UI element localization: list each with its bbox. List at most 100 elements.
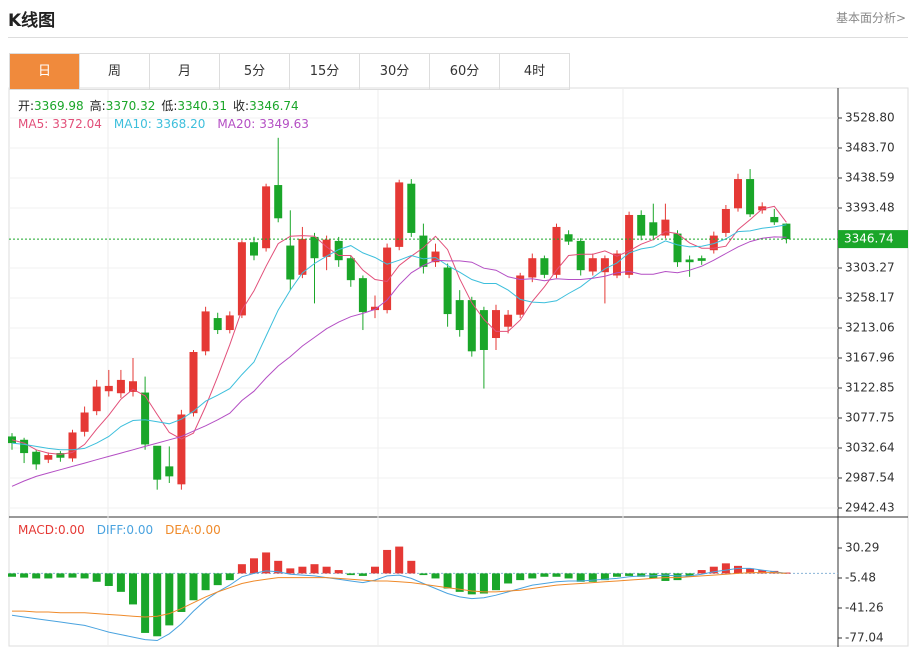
y-tick-label: 30.29 (845, 541, 879, 555)
macd-bar (358, 573, 367, 576)
candle-body (237, 242, 246, 316)
macd-bar (104, 573, 113, 586)
macd-bar (637, 573, 646, 577)
candle-body (552, 226, 561, 275)
candle-body (250, 242, 258, 256)
candle-body (32, 451, 41, 465)
candle-body (286, 245, 295, 280)
macd-bar (673, 573, 682, 581)
y-tick-label: 3213.06 (845, 321, 895, 335)
macd-bar (225, 573, 234, 581)
candle-body (141, 392, 150, 445)
candle-body (419, 235, 428, 267)
y-tick-label: 3303.27 (845, 261, 895, 275)
macd-bar (467, 573, 476, 595)
macd-bar (165, 573, 174, 626)
candle-body (467, 300, 476, 352)
macd-bar (346, 573, 355, 576)
macd-bar (201, 573, 210, 591)
legend-name: MA20: (217, 117, 255, 131)
candle-body (588, 258, 597, 272)
tab[interactable]: 15分 (290, 54, 360, 89)
macd-bar (746, 568, 755, 574)
candle-body (80, 412, 89, 432)
ohlc-value: 3369.98 (34, 99, 84, 113)
candle-body (479, 310, 488, 350)
legend-name: MA5: (18, 117, 48, 131)
y-tick-label: 2987.54 (845, 470, 895, 484)
macd-bar (758, 570, 767, 574)
macd-bar (721, 563, 730, 574)
macd-bar (383, 549, 392, 574)
macd-bar (20, 573, 29, 578)
tab[interactable]: 30分 (360, 54, 430, 89)
macd-bar (371, 566, 379, 574)
candle-body (407, 183, 416, 233)
candle-body (734, 179, 742, 209)
candle-body (721, 208, 730, 233)
fundamental-link[interactable]: 基本面分析> (835, 11, 906, 25)
divider (8, 37, 908, 38)
candle-body (661, 219, 670, 236)
ohlc-header: 开:3369.98 高:3370.32 低:3340.31 收:3346.74 (18, 98, 299, 113)
macd-bar (32, 573, 41, 579)
y-tick-label: 3032.64 (845, 440, 895, 454)
macd-bar (129, 573, 137, 605)
candle-body (443, 267, 452, 315)
last-price-box (838, 230, 908, 249)
macd-bar (334, 570, 343, 574)
y-tick-label: -77.04 (845, 630, 884, 644)
macd-bar (516, 573, 525, 581)
candle-body (528, 258, 537, 278)
macd-bar (286, 568, 295, 574)
ohlc-value: 3340.31 (177, 99, 227, 113)
macd-bar (153, 573, 162, 637)
y-tick-label: 3077.75 (845, 410, 895, 424)
macd-bar (8, 573, 16, 577)
candle-body (346, 258, 355, 281)
macd-bar (322, 566, 331, 574)
ohlc-value: 3370.32 (106, 99, 156, 113)
macd-bar (419, 573, 428, 576)
candle-body (770, 216, 779, 223)
macd-bar (479, 573, 488, 594)
legend-name: DIFF:0.00 (97, 523, 153, 537)
page-title: K线图 (8, 11, 56, 31)
candle-body (516, 275, 525, 315)
candle-body (68, 432, 77, 459)
candle-body (20, 439, 29, 454)
tab[interactable]: 5分 (220, 54, 290, 89)
candle-body (165, 466, 174, 477)
macd-bar (44, 573, 53, 579)
macd-bar (92, 573, 101, 582)
y-tick-label: 2942.43 (845, 500, 895, 514)
y-tick-label: 3167.96 (845, 350, 895, 364)
candle-body (673, 233, 682, 263)
candle-body (8, 436, 16, 444)
candle-body (104, 385, 113, 392)
tab[interactable]: 日 (10, 54, 80, 89)
macd-bar (613, 573, 621, 577)
y-tick-label: -41.26 (845, 600, 884, 614)
ma-legend: MA5: 3372.04 MA10: 3368.20 MA20: 3349.63 (18, 117, 309, 131)
candle-body (358, 278, 367, 313)
macd-bar (141, 573, 150, 633)
candle-body (395, 182, 404, 247)
macd-bar (588, 573, 597, 582)
macd-bar (552, 573, 561, 577)
tab[interactable]: 周 (80, 54, 150, 89)
series-line (11, 224, 787, 451)
macd-bar (455, 573, 464, 592)
macd-bar (310, 564, 319, 574)
tab[interactable]: 60分 (430, 54, 500, 89)
y-tick-label: -5.48 (845, 571, 876, 585)
macd-bar (685, 573, 694, 577)
tab[interactable]: 4时 (500, 54, 570, 89)
macd-bar (576, 573, 585, 582)
candle-body (504, 314, 513, 327)
tab[interactable]: 月 (150, 54, 220, 89)
candle-body (201, 311, 210, 352)
